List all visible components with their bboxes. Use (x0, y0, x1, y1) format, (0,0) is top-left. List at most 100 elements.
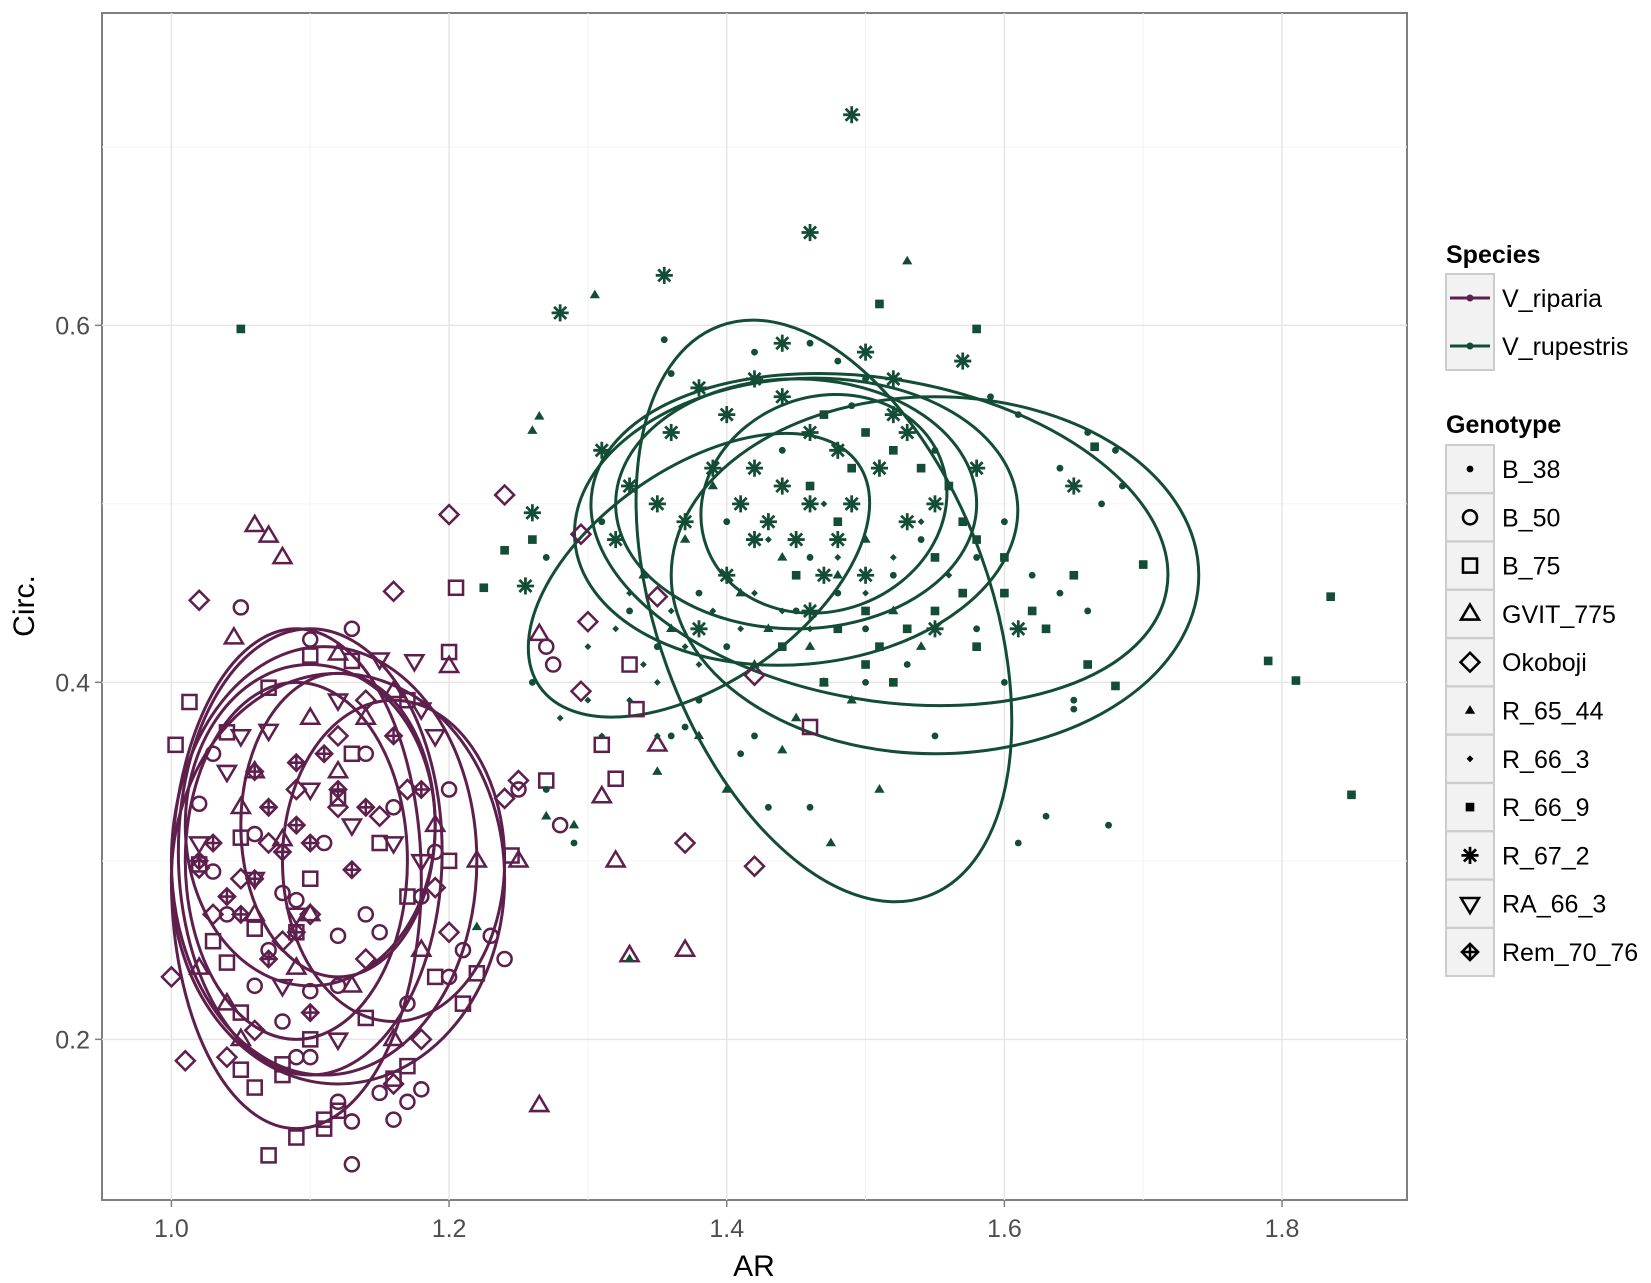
point-gvit_775 (465, 848, 489, 868)
legend-shape-r_65_44 (1464, 705, 1476, 714)
legend-shape-b_50 (1461, 509, 1479, 526)
point-b_50 (440, 781, 458, 798)
point-r_65_44 (534, 411, 545, 420)
point-b_38 (1014, 411, 1022, 419)
point-r_67_2 (773, 388, 791, 406)
point-r_67_2 (968, 459, 986, 477)
point-b_75 (181, 693, 198, 711)
point-okoboji (187, 589, 211, 612)
point-okoboji (576, 610, 600, 633)
point-ra_66_3 (410, 702, 433, 722)
legend-shape-r_67_2 (1461, 846, 1479, 864)
point-r_66_9 (819, 410, 829, 419)
point-rem_70_76 (230, 904, 251, 925)
point-b_75 (274, 1056, 291, 1073)
point-r_65_44 (721, 784, 732, 793)
point-b_38 (626, 607, 633, 615)
x-tick-label: 1.2 (432, 1215, 467, 1243)
point-b_38 (1000, 678, 1008, 686)
point-rem_70_76 (258, 797, 279, 818)
point-r_67_2 (773, 477, 791, 495)
point-rem_70_76 (383, 726, 404, 746)
point-gvit_775 (299, 902, 322, 922)
point-okoboji (396, 778, 419, 801)
point-b_38 (862, 625, 869, 633)
point-r_67_2 (829, 441, 847, 459)
legend-shape-b_75 (1461, 557, 1479, 574)
point-gvit_775 (243, 513, 266, 533)
point-b_38 (848, 402, 856, 410)
point-r_67_2 (857, 343, 875, 361)
legend-key-box (1445, 637, 1495, 688)
point-r_66_3 (778, 607, 786, 615)
point-b_75 (315, 1120, 333, 1137)
point-r_65_44 (846, 694, 857, 704)
point-r_66_9 (861, 428, 870, 437)
point-gvit_775 (243, 902, 266, 922)
legend-label-b_50: B_50 (1502, 504, 1560, 532)
point-b_38 (1000, 518, 1008, 526)
point-gvit_775 (257, 524, 280, 543)
point-r_65_44 (589, 289, 600, 299)
point-r_66_3 (681, 643, 689, 651)
point-r_66_3 (612, 625, 620, 633)
point-ra_66_3 (424, 728, 447, 748)
point-rem_70_76 (217, 886, 237, 907)
y-tick-label: 0.6 (55, 312, 90, 340)
y-tick-label: 0.4 (55, 669, 90, 697)
point-okoboji (493, 483, 516, 507)
point-gvit_775 (215, 991, 239, 1011)
point-r_66_9 (1090, 442, 1099, 452)
point-r_67_2 (898, 513, 916, 531)
point-b_38 (1070, 696, 1078, 704)
point-okoboji (410, 1028, 433, 1051)
point-r_66_9 (889, 678, 898, 687)
point-b_50 (246, 977, 263, 995)
point-r_66_9 (1069, 570, 1079, 580)
point-b_50 (343, 1113, 361, 1130)
point-okoboji (187, 856, 211, 880)
point-b_38 (1105, 821, 1112, 829)
point-r_66_9 (1347, 790, 1356, 800)
point-b_50 (454, 941, 472, 959)
point-r_66_9 (1326, 592, 1335, 602)
point-b_75 (447, 579, 465, 597)
point-r_67_2 (516, 577, 534, 595)
point-r_66_9 (875, 642, 884, 651)
point-r_66_9 (958, 517, 968, 527)
point-r_66_9 (833, 624, 843, 634)
point-r_66_9 (805, 481, 815, 491)
point-b_50 (496, 950, 513, 968)
point-r_66_9 (833, 517, 843, 527)
point-r_66_9 (944, 481, 954, 491)
point-rem_70_76 (342, 859, 362, 880)
point-ra_66_3 (285, 907, 308, 927)
point-b_38 (1042, 812, 1050, 820)
point-gvit_775 (229, 1027, 253, 1047)
point-b_38 (862, 375, 869, 383)
point-b_75 (260, 1147, 277, 1164)
point-b_38 (660, 336, 668, 344)
point-b_75 (246, 920, 263, 937)
point-r_65_44 (693, 730, 705, 740)
point-r_66_9 (236, 324, 246, 334)
point-b_38 (681, 723, 689, 731)
point-ra_66_3 (215, 764, 239, 784)
point-rem_70_76 (328, 779, 348, 800)
point-rem_70_76 (411, 779, 432, 800)
point-b_38 (903, 661, 911, 668)
point-r_65_44 (679, 534, 691, 543)
point-b_50 (301, 982, 319, 1000)
point-b_75 (343, 745, 361, 763)
point-b_50 (357, 906, 375, 923)
axes: 1.0 1.2 1.4 1.6 1.8 0.2 0.4 0.6 (55, 312, 1299, 1243)
x-tick-label: 1.4 (709, 1215, 744, 1243)
point-b_75 (288, 1129, 305, 1146)
point-r_66_3 (667, 607, 675, 615)
point-b_38 (1118, 482, 1126, 490)
point-r_66_9 (1027, 606, 1037, 616)
point-b_38 (737, 750, 745, 758)
point-b_38 (973, 625, 981, 633)
legend-label-r_66_3: R_66_3 (1502, 746, 1590, 774)
